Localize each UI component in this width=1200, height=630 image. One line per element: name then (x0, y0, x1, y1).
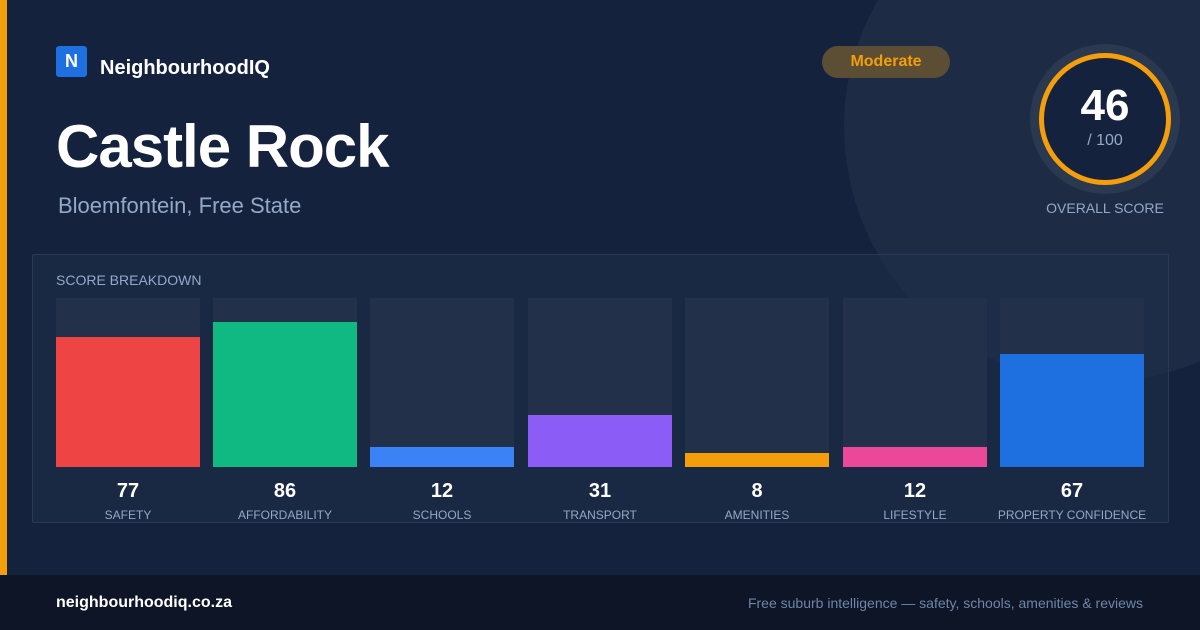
overall-score-ring: 46 / 100 (1030, 44, 1180, 194)
score-bar-fill (370, 447, 514, 467)
score-bar-value: 67 (1060, 480, 1084, 502)
score-bar-value: 12 (903, 480, 927, 502)
score-bar-label: AMENITIES (724, 508, 790, 522)
score-breakdown-title: SCORE BREAKDOWN (56, 272, 202, 288)
suburb-title: Castle Rock (56, 113, 389, 180)
accent-stripe (0, 0, 7, 575)
score-bar-value: 77 (116, 480, 140, 502)
footer-tagline: Free suburb intelligence — safety, schoo… (747, 595, 1143, 611)
score-bar-track (1000, 298, 1144, 467)
overall-score-value: 46 (1080, 81, 1130, 130)
score-bar-amenities: 8 AMENITIES (685, 298, 829, 524)
score-bar-track (843, 298, 987, 467)
score-bar-label: LIFESTYLE (883, 508, 947, 522)
score-bar-fill (528, 415, 672, 467)
score-bar-fill (1000, 354, 1144, 467)
score-bar-track (370, 298, 514, 467)
score-bar-label: TRANSPORT (563, 508, 637, 522)
score-bar-track (56, 298, 200, 467)
score-bar-schools: 12 SCHOOLS (370, 298, 514, 524)
score-bar-label: SCHOOLS (412, 508, 472, 522)
footer-domain-link[interactable]: neighbourhoodiq.co.za (56, 594, 232, 611)
score-bar-label: PROPERTY CONFIDENCE (997, 508, 1147, 522)
score-bar-lifestyle: 12 LIFESTYLE (843, 298, 987, 524)
footer: neighbourhoodiq.co.za Free suburb intell… (0, 575, 1200, 630)
score-bar-property-confidence: 67 PROPERTY CONFIDENCE (998, 298, 1146, 524)
score-bar-track (213, 298, 357, 467)
score-bar-fill (685, 453, 829, 467)
score-bar-value: 31 (588, 480, 612, 502)
score-bar-label: AFFORDABILITY (237, 508, 332, 522)
brand-name: NeighbourhoodIQ (100, 57, 270, 79)
score-bar-value: 8 (751, 480, 763, 502)
score-bar-track (685, 298, 829, 467)
score-bar-label: SAFETY (104, 508, 152, 522)
brand-logo-icon: N (56, 46, 87, 77)
score-bar-safety: 77 SAFETY (56, 298, 200, 524)
suburb-location: Bloemfontein, Free State (58, 193, 302, 218)
overall-score-max: / 100 (1087, 132, 1123, 149)
overall-score-caption: OVERALL SCORE (1046, 200, 1164, 216)
score-bar-value: 86 (273, 480, 297, 502)
score-bar-affordability: 86 AFFORDABILITY (213, 298, 357, 524)
score-bar-transport: 31 TRANSPORT (528, 298, 672, 524)
score-bar-fill (843, 447, 987, 467)
score-bar-value: 12 (430, 480, 454, 502)
score-bar-fill (56, 337, 200, 467)
score-bar-fill (213, 322, 357, 467)
rating-badge: Moderate (822, 46, 950, 78)
score-ring-progress (1039, 53, 1171, 185)
score-bar-track (528, 298, 672, 467)
